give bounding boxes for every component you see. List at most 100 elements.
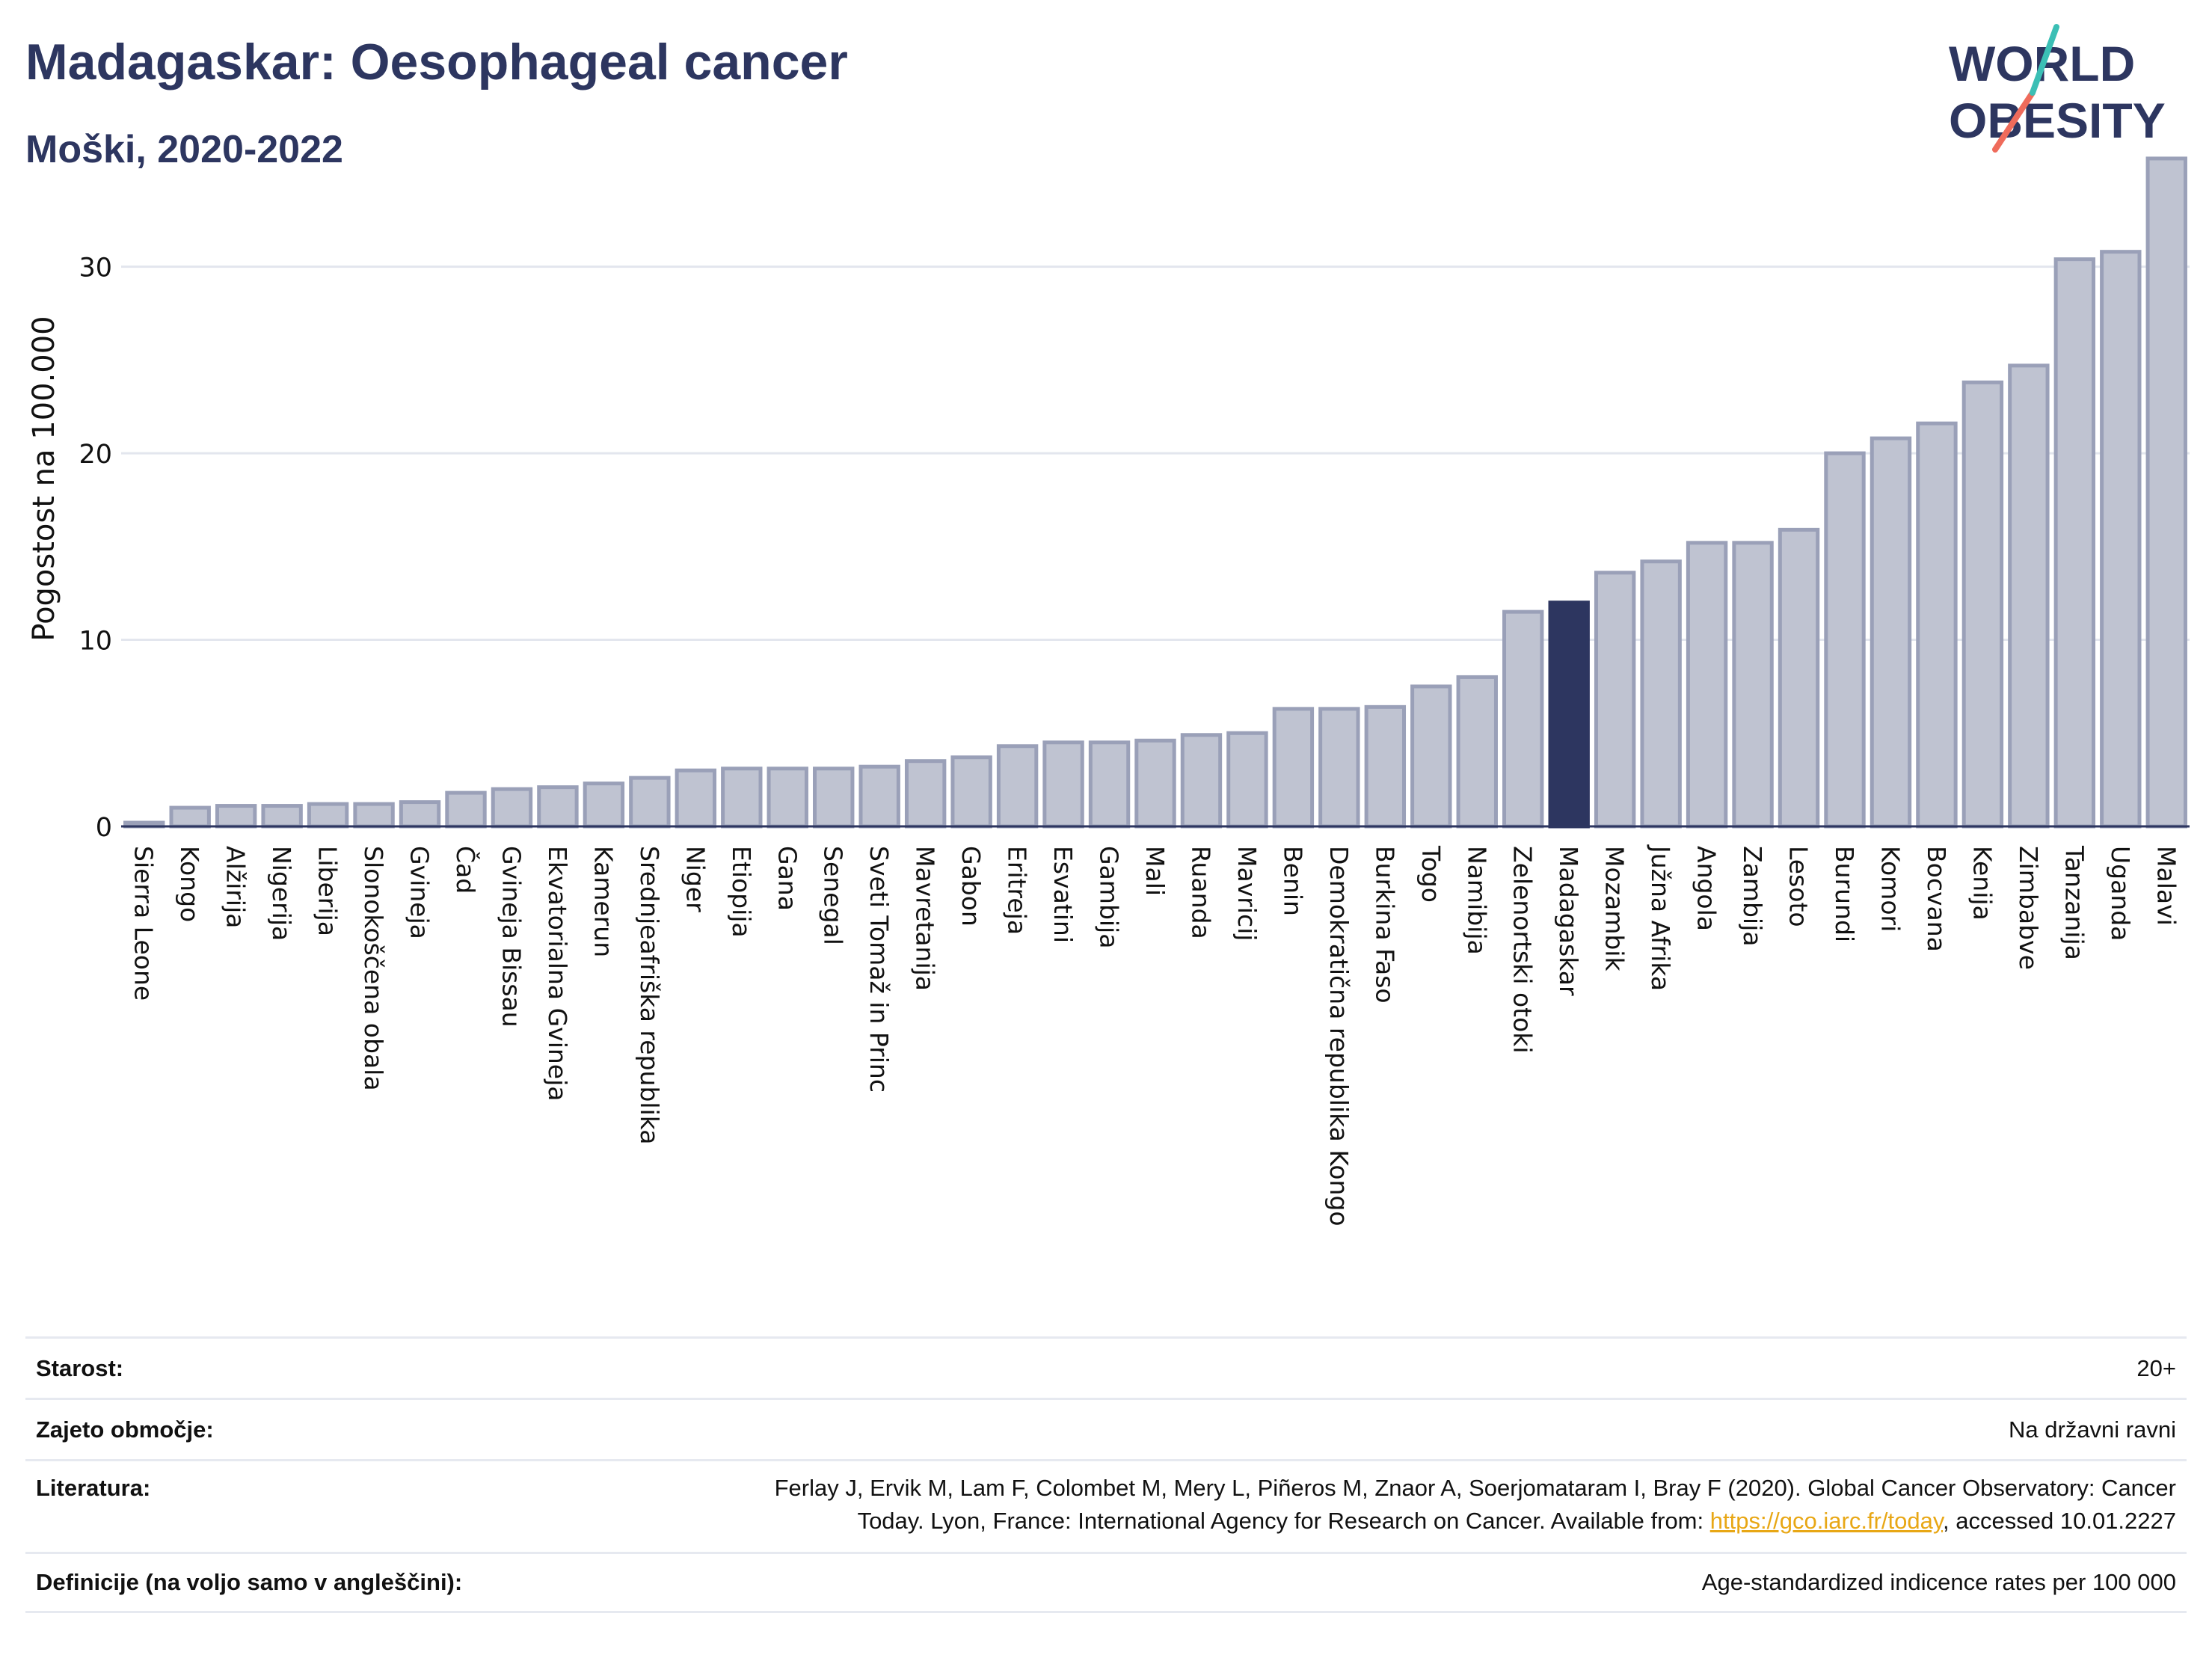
x-tick-label: Mavretanija bbox=[911, 846, 940, 991]
chart-subtitle: Moški, 2020-2022 bbox=[25, 128, 343, 171]
bar bbox=[1824, 451, 1866, 829]
x-tick-label: Sveti Tomaž in Princ bbox=[864, 846, 894, 1093]
bar bbox=[1410, 684, 1452, 829]
x-tick-label: Ruanda bbox=[1186, 846, 1215, 939]
x-tick-label: Benin bbox=[1278, 846, 1307, 916]
bar bbox=[1916, 421, 1958, 829]
x-tick-label: Liberija bbox=[313, 846, 342, 936]
x-tick-label: Zambija bbox=[1738, 846, 1767, 946]
bar bbox=[1594, 571, 1636, 829]
bar bbox=[813, 767, 855, 829]
y-tick-label: 0 bbox=[96, 813, 112, 843]
world-obesity-logo: WORLD OBESITY bbox=[1949, 24, 2166, 153]
bar bbox=[2053, 257, 2096, 829]
x-tick-label: Kamerun bbox=[589, 846, 618, 957]
x-tick-label: Kenija bbox=[1967, 846, 1997, 921]
y-tick-labels: 0 10 20 30 bbox=[79, 254, 112, 843]
bar bbox=[766, 767, 808, 829]
x-tick-label: Zelenortski otoki bbox=[1508, 846, 1537, 1054]
x-tick-label: Mavricij bbox=[1232, 846, 1262, 941]
bar bbox=[583, 782, 625, 829]
y-tick-label: 30 bbox=[79, 254, 112, 283]
bar bbox=[1640, 559, 1682, 829]
bar bbox=[1134, 738, 1176, 829]
x-tick-label: Gvineja bbox=[405, 846, 434, 939]
bar bbox=[1042, 740, 1084, 829]
info-label-coverage: Zajeto območje: bbox=[36, 1416, 214, 1443]
logo-slash-coral bbox=[1992, 90, 2036, 153]
bar bbox=[629, 776, 671, 829]
bar bbox=[1732, 541, 1774, 829]
bar bbox=[2145, 156, 2187, 829]
bar bbox=[399, 800, 441, 829]
bar bbox=[950, 755, 992, 829]
literature-line2-post: , accessed 10.01.2227 bbox=[1943, 1508, 2176, 1534]
x-tick-label: Bocvana bbox=[1922, 846, 1951, 952]
bar bbox=[858, 764, 900, 829]
bar bbox=[1778, 527, 1820, 829]
bar bbox=[215, 804, 257, 829]
x-tick-label: Srednjeafriška republika bbox=[635, 846, 664, 1144]
info-value-definitions: Age-standardized indicence rates per 100… bbox=[1701, 1569, 2176, 1595]
x-tick-labels: Sierra Leone Kongo Alžirija Nigerija Liberij… bbox=[129, 844, 2181, 1226]
y-axis-label: Pogostost na 100.000 bbox=[27, 316, 61, 641]
x-tick-label: Esvatini bbox=[1048, 846, 1078, 943]
x-tick-label: Demokratična republika Kongo bbox=[1324, 846, 1354, 1226]
x-tick-label: Alžirija bbox=[221, 846, 251, 928]
bar bbox=[307, 802, 349, 829]
y-tick-label: 10 bbox=[79, 627, 112, 657]
info-label-definitions: Definicije (na voljo samo v angleščini): bbox=[36, 1569, 463, 1595]
bar bbox=[904, 759, 947, 829]
bar bbox=[1870, 436, 1912, 829]
x-tick-label: Tanzanija bbox=[2059, 845, 2089, 960]
x-tick-label: Slonokoščena obala bbox=[359, 846, 388, 1091]
info-table: Starost: 20+ Zajeto območje: Na državni … bbox=[25, 1336, 2187, 1613]
info-row-coverage: Zajeto območje: Na državni ravni bbox=[25, 1398, 2187, 1459]
bar bbox=[1088, 740, 1131, 829]
chart-title: Madagaskar: Oesophageal cancer bbox=[25, 34, 848, 90]
x-tick-label: Malavi bbox=[2151, 846, 2181, 926]
bar bbox=[1456, 675, 1498, 829]
x-tick-label: Kongo bbox=[175, 846, 204, 922]
info-value-age: 20+ bbox=[2136, 1354, 2176, 1381]
logo-line2: OBESITY bbox=[1949, 93, 2166, 148]
bar bbox=[1961, 380, 2004, 829]
x-tick-label: Burkina Faso bbox=[1370, 846, 1399, 1004]
x-tick-label: Mali bbox=[1140, 846, 1170, 896]
bar bbox=[1180, 733, 1223, 829]
x-tick-label: Čad bbox=[451, 846, 481, 894]
x-tick-label: Lesoto bbox=[1784, 846, 1813, 927]
bar bbox=[675, 768, 717, 829]
bar bbox=[169, 805, 211, 829]
x-tick-label: Gvineja Bissau bbox=[497, 846, 526, 1028]
literature-line1: Ferlay J, Ervik M, Lam F, Colombet M, Me… bbox=[774, 1475, 2176, 1501]
literature-link[interactable]: https://gco.iarc.fr/today bbox=[1709, 1508, 1944, 1534]
x-tick-label: Mozambik bbox=[1600, 846, 1629, 971]
info-row-definitions: Definicije (na voljo samo v angleščini):… bbox=[25, 1552, 2187, 1613]
x-tick-label: Togo bbox=[1416, 845, 1446, 903]
bars bbox=[123, 156, 2187, 829]
bar bbox=[1226, 731, 1268, 829]
x-tick-label: Madagaskar bbox=[1554, 846, 1583, 996]
x-tick-label: Južna Afrika bbox=[1646, 844, 1675, 991]
x-tick-label: Burundi bbox=[1830, 846, 1859, 942]
logo-slash-teal bbox=[2030, 24, 2059, 96]
bar bbox=[353, 802, 395, 829]
bar bbox=[2100, 250, 2142, 829]
x-tick-label: Gabon bbox=[956, 846, 986, 927]
bar bbox=[1502, 610, 1544, 829]
y-tick-label: 20 bbox=[79, 440, 112, 470]
bar bbox=[1318, 707, 1360, 829]
bar bbox=[2008, 363, 2050, 829]
x-tick-label: Ekvatorialna Gvineja bbox=[543, 846, 572, 1101]
x-tick-label: Angola bbox=[1692, 846, 1721, 931]
info-row-age: Starost: 20+ bbox=[25, 1336, 2187, 1398]
bar bbox=[1548, 601, 1590, 829]
x-tick-label: Eritreja bbox=[1003, 846, 1032, 935]
bar bbox=[1686, 541, 1728, 829]
bar bbox=[1364, 704, 1407, 829]
bar bbox=[261, 804, 303, 829]
info-label-literature: Literatura: bbox=[36, 1475, 151, 1501]
bar bbox=[996, 744, 1039, 829]
x-tick-label: Komori bbox=[1875, 846, 1905, 932]
